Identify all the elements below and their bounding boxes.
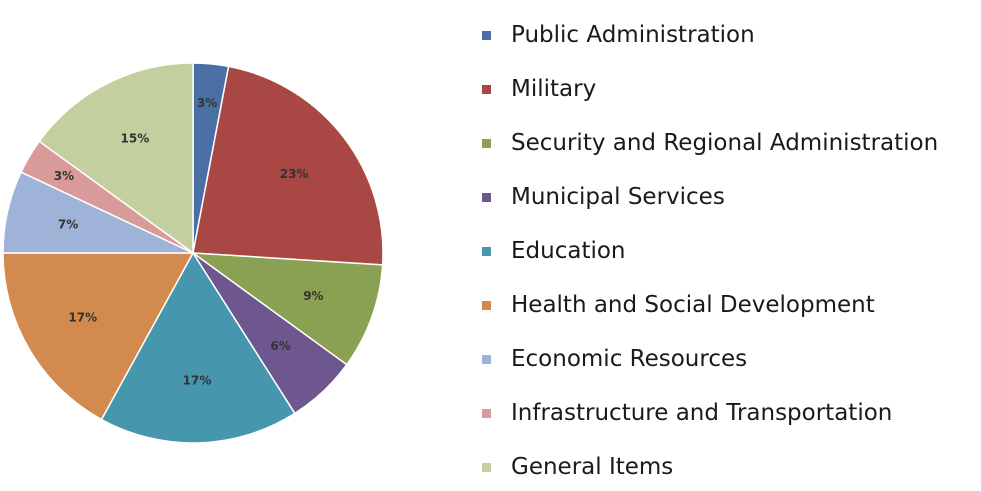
legend-item: Health and Social Development [482, 278, 938, 332]
legend-swatch [482, 462, 491, 472]
legend-swatch [482, 300, 491, 310]
legend-item: Security and Regional Administration [482, 116, 938, 170]
legend-label: Infrastructure and Transportation [511, 400, 893, 426]
slice-data-label: 17% [68, 311, 97, 325]
legend-swatch [482, 408, 491, 418]
legend-label: Security and Regional Administration [511, 130, 939, 156]
slice-data-label: 17% [183, 373, 212, 387]
legend-swatch [482, 192, 491, 202]
legend-item: General Items [482, 440, 938, 491]
pie-slice [38, 62, 194, 255]
legend-label: Public Administration [511, 22, 755, 48]
slice-data-label: 7% [58, 218, 78, 232]
slice-data-label: 3% [54, 169, 74, 183]
legend-item: Education [482, 224, 938, 278]
slice-data-label: 3% [197, 96, 217, 110]
legend-swatch [482, 246, 491, 256]
legend-label: Municipal Services [511, 184, 725, 210]
legend-label: General Items [511, 454, 674, 480]
pie-slice [100, 251, 296, 444]
slice-data-label: 23% [280, 167, 309, 181]
legend-item: Economic Resources [482, 332, 938, 386]
legend-swatch [482, 84, 491, 94]
legend-item: Infrastructure and Transportation [482, 386, 938, 440]
slice-data-label: 15% [121, 132, 150, 146]
pie-plot-area: 3% 23% 9% 6% 17% 17% 7% 3% 15% [2, 62, 384, 444]
legend-label: Military [511, 76, 597, 102]
legend-label: Education [511, 238, 626, 264]
slice-data-label: 6% [270, 339, 290, 353]
slice-data-label: 9% [303, 289, 323, 303]
pie-slice [2, 252, 195, 421]
legend-label: Health and Social Development [511, 292, 875, 318]
legend-swatch [482, 30, 491, 40]
legend-item: Municipal Services [482, 170, 938, 224]
legend-label: Economic Resources [511, 346, 748, 372]
legend-swatch [482, 354, 491, 364]
legend-swatch [482, 138, 491, 148]
legend-item: Military [482, 62, 938, 116]
legend-item: Public Administration [482, 8, 938, 62]
pie-slice [192, 65, 384, 266]
pie-slice [190, 252, 384, 366]
legend: Public Administration Military Security an… [482, 8, 938, 491]
